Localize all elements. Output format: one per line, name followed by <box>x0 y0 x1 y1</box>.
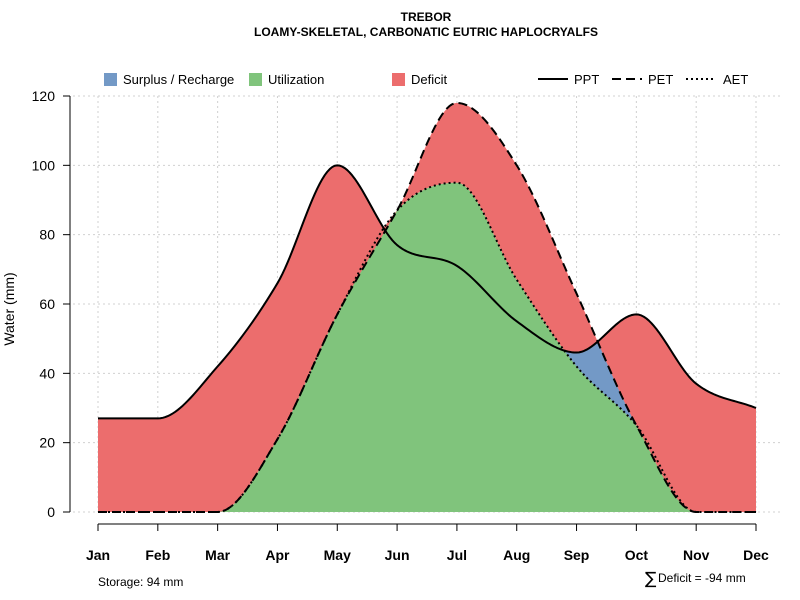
y-axis-label: Water (mm) <box>1 272 17 345</box>
x-tick-label: Apr <box>265 547 290 563</box>
y-tick-label: 0 <box>47 504 55 520</box>
legend-label: Surplus / Recharge <box>123 72 234 87</box>
legend-label: PPT <box>574 72 599 87</box>
utilization-area <box>98 182 756 513</box>
sum-icon: ∑ <box>645 569 657 589</box>
x-tick-label: Aug <box>503 547 530 563</box>
legend-swatch <box>104 73 117 86</box>
y-tick-label: 40 <box>39 365 55 381</box>
series-line-ppt <box>98 164 757 420</box>
x-tick-label: May <box>324 547 351 563</box>
x-tick-label: Jul <box>447 547 467 563</box>
deficit-note: Deficit = -94 mm <box>658 571 746 585</box>
y-tick-label: 120 <box>32 88 56 104</box>
x-tick-label: Nov <box>683 547 710 563</box>
axes: 0 20 40 60 80 100 120 Jan Feb Mar Apr May Jun Jul Aug S… <box>32 88 769 563</box>
legend-label: Utilization <box>268 72 324 87</box>
chart-subtitle: LOAMY-SKELETAL, CARBONATIC EUTRIC HAPLOC… <box>254 25 598 39</box>
series-line-pet <box>98 101 756 513</box>
x-tick-label: Oct <box>625 547 649 563</box>
x-tick-label: Sep <box>564 547 590 563</box>
y-tick-label: 60 <box>39 296 55 312</box>
chart-title: TREBOR <box>401 10 452 24</box>
legend: Surplus / Recharge Utilization Deficit PPT P… <box>104 72 748 87</box>
legend-label: Deficit <box>411 72 448 87</box>
series-lines <box>98 101 757 513</box>
y-tick-label: 20 <box>39 435 55 451</box>
y-tick-label: 80 <box>39 227 55 243</box>
legend-swatch <box>392 73 405 86</box>
x-tick-label: Dec <box>743 547 769 563</box>
legend-swatch <box>249 73 262 86</box>
storage-note: Storage: 94 mm <box>98 575 183 589</box>
x-tick-label: Mar <box>205 547 230 563</box>
legend-label: AET <box>723 72 748 87</box>
deficit-area <box>98 102 756 513</box>
x-tick-label: Jan <box>86 547 110 563</box>
x-tick-label: Jun <box>385 547 410 563</box>
legend-label: PET <box>648 72 673 87</box>
x-tick-label: Feb <box>145 547 170 563</box>
y-tick-label: 100 <box>32 157 56 173</box>
fill-areas <box>98 102 756 513</box>
